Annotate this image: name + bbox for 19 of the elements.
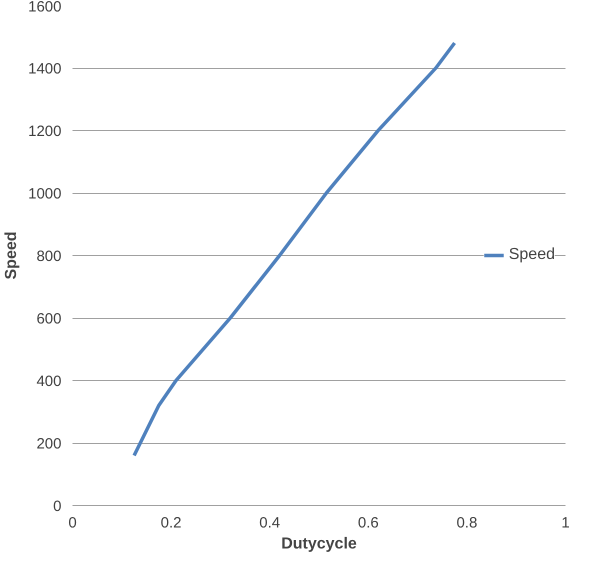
y-tick-label: 0 xyxy=(53,498,62,515)
x-tick-label: 0.6 xyxy=(358,514,379,532)
line-series xyxy=(132,41,456,458)
x-tick-label: 0.4 xyxy=(259,514,280,532)
y-tick-label: 200 xyxy=(36,436,62,452)
x-tick-label: 1 xyxy=(561,514,570,532)
x-tick-label: 0 xyxy=(68,514,77,532)
y-tick-label: 1200 xyxy=(28,123,62,140)
x-tick-label: 0.2 xyxy=(160,514,182,532)
legend-label: Speed xyxy=(508,246,555,264)
y-tick-label: 400 xyxy=(36,373,62,390)
y-tick-label: 600 xyxy=(36,310,62,328)
y-tick-label: 1400 xyxy=(28,60,62,78)
y-axis-title: Speed xyxy=(3,231,20,280)
y-tick-label: 1000 xyxy=(28,186,62,202)
y-tick-label: 800 xyxy=(36,248,62,265)
x-tick-label: 0.8 xyxy=(456,514,478,532)
y-tick-label: 1600 xyxy=(28,0,62,16)
x-axis-title: Dutycycle xyxy=(281,536,357,552)
